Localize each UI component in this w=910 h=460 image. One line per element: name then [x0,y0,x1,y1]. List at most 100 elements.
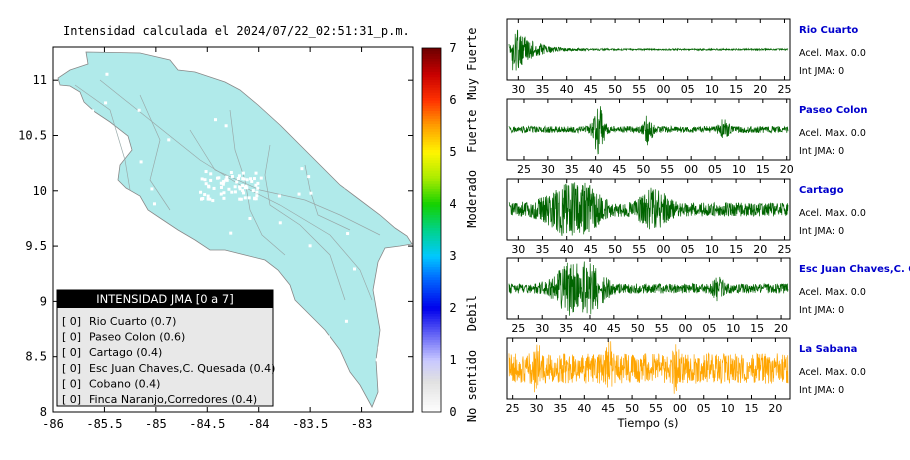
waveform-tick-label: 10 [705,243,719,256]
town-dot [233,190,237,194]
colorbar-cell [422,105,441,109]
station-name: Esc Juan Chaves,C. Qu [799,264,910,275]
town-dot [241,184,245,188]
waveform-trace [508,29,789,71]
waveform-panels: 30 35 40 45 50 55 00 05 10 15 20 25 Rio Cuarto Acel. … [506,18,910,415]
colorbar-category-label: Debil [465,295,479,331]
waveform-tick-label: 55 [660,163,674,176]
colorbar-cell [422,380,441,384]
map-panel: -86 -85.5 -85 -84.5 -84 -83.5 -83 11 10.5 10 9.5 9… [18,46,414,431]
waveform-tick-label: 25 [511,322,525,335]
town-dot [241,171,245,175]
map-x-tick-label: -83.5 [292,417,328,431]
legend-box [56,289,274,407]
colorbar-cell [422,313,441,317]
colorbar-cell [422,302,441,306]
town-dot [273,109,277,113]
waveform-tick-label: 30 [511,243,525,256]
colorbar-cell [422,107,441,111]
town-dot [222,196,226,200]
waveform-tick-label: 10 [705,83,719,96]
waveform-tick-label: 45 [601,402,615,415]
town-dot [227,187,231,191]
colorbar-cell [422,386,441,390]
colorbar-category-label: Fuerte [465,110,479,153]
town-dot [256,186,260,190]
colorbar-cell [422,365,441,369]
town-dot [243,196,247,200]
colorbar-cell [422,271,441,275]
map-y-axis: 11 10.5 10 9.5 9 8.5 8 [18,73,413,419]
colorbar-cell [422,139,441,143]
waveform-tick-label: 15 [756,163,770,176]
colorbar-cell [422,66,441,70]
colorbar-cell [422,61,441,65]
waveform-trace [508,182,789,236]
colorbar-cell [422,128,441,132]
legend-item-station: Cobano (0.4) [89,377,160,390]
waveform-tick-label: 00 [673,402,687,415]
colorbar-category-label: Muy Fuerte [465,27,479,99]
waveform-tick-label: 05 [708,163,722,176]
town-dot [346,232,350,236]
waveform-tick-label: 20 [774,322,788,335]
colorbar-cell [422,263,441,267]
colorbar-cell [422,89,441,93]
colorbar-cell [422,362,441,366]
colorbar-cell [422,409,441,413]
colorbar-cell [422,154,441,158]
town-dot [91,109,95,113]
colorbar-cell [422,321,441,325]
colorbar-cell [422,211,441,215]
colorbar-cell [422,152,441,156]
colorbar-cell [422,250,441,254]
town-dot [297,192,301,196]
town-dot [375,358,379,362]
waveform-tick-label: 20 [753,243,767,256]
town-dot [250,179,254,183]
waveform-tick-label: 10 [726,322,740,335]
town-dot [219,185,223,189]
map-y-tick-label: 10.5 [18,128,47,142]
colorbar-cell [422,136,441,140]
legend-item-level: [ 0] [62,331,81,344]
colorbar-cell [422,76,441,80]
town-dot [233,185,237,189]
int-jma: Int JMA: 0 [799,146,844,157]
colorbar-cell [422,167,441,171]
colorbar-cell [422,391,441,395]
legend-item-level: [ 0] [62,393,81,406]
waveform-tick-label: 10 [721,402,735,415]
legend-header: INTENSIDAD JMA [0 a 7] [96,292,233,306]
colorbar-cell [422,81,441,85]
town-dot [307,175,311,179]
town-dot [221,182,225,186]
colorbar-cell [422,63,441,67]
colorbar-cell [422,224,441,228]
town-dot [203,178,207,182]
legend-item-station: Cartago (0.4) [89,346,162,359]
map-x-tick-label: -84 [248,417,270,431]
colorbar-cell [422,217,441,221]
colorbar-cell [422,334,441,338]
town-dot [237,174,241,178]
colorbar-cell [422,248,441,252]
colorbar-cell [422,401,441,405]
colorbar-cell [422,284,441,288]
town-dot [255,194,259,198]
waveform-tick-label: 45 [613,163,627,176]
colorbar-cell [422,360,441,364]
colorbar-cell [422,191,441,195]
town-dot [119,269,123,273]
waveform-tick-label: 15 [750,322,764,335]
town-dot [219,181,223,185]
waveform-tick-label: 25 [517,163,531,176]
legend-item-level: [ 0] [62,362,81,375]
waveform-tick-label: 50 [608,83,622,96]
int-jma: Int JMA: 0 [799,226,844,237]
town-dot [200,177,204,181]
town-dot [259,176,263,180]
colorbar-cell [422,396,441,400]
colorbar-cell [422,113,441,117]
